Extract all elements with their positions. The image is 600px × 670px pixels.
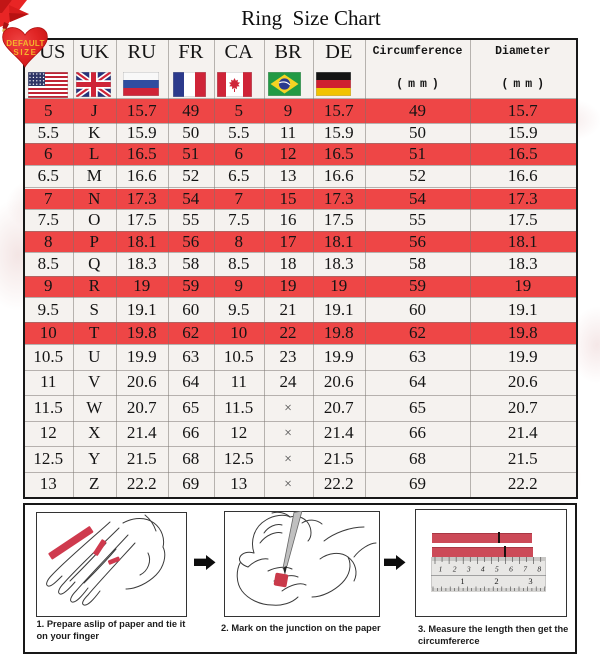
- svg-text:1: 1: [439, 564, 443, 573]
- svg-text:DEFAULT: DEFAULT: [6, 39, 44, 48]
- svg-text:2: 2: [494, 576, 498, 586]
- svg-text:5: 5: [495, 564, 499, 573]
- svg-text:3: 3: [528, 576, 532, 586]
- svg-text:7: 7: [523, 564, 527, 573]
- svg-text:2: 2: [453, 564, 457, 573]
- svg-text:3: 3: [466, 564, 471, 573]
- svg-text:4: 4: [481, 564, 485, 573]
- svg-text:8: 8: [537, 564, 541, 573]
- svg-text:SIZE: SIZE: [13, 48, 37, 57]
- svg-text:6: 6: [509, 564, 513, 573]
- svg-text:1: 1: [460, 576, 464, 586]
